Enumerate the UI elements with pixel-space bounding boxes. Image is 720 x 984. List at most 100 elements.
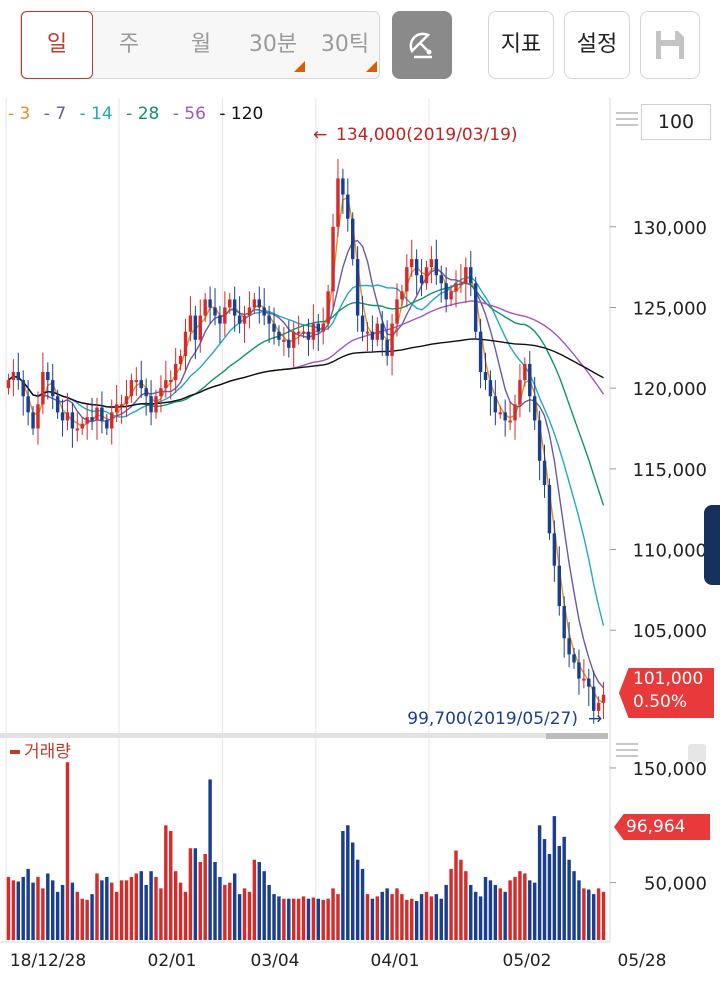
volume-pane-menu-icon[interactable]: [616, 743, 638, 761]
indicator-button[interactable]: 지표: [488, 11, 554, 79]
candle-body: [434, 259, 439, 276]
candle-body: [390, 323, 394, 356]
volume-bar: [429, 896, 434, 940]
zoom-input[interactable]: 100: [641, 104, 711, 140]
volume-bar: [100, 880, 104, 940]
candle-body: [395, 299, 399, 324]
candle-body: [414, 259, 419, 276]
candle-body: [129, 380, 134, 397]
ma-legend-28-label: 28: [137, 104, 160, 124]
volume-bar: [60, 884, 65, 940]
candle-body: [159, 388, 163, 397]
candle-body: [26, 396, 30, 413]
candle-body: [75, 428, 80, 431]
candle-body: [444, 283, 448, 300]
stock-chart: 18/12/28 02/01 03/04 04/01 05/02 05/28 130,000…: [0, 98, 707, 971]
candle-body: [365, 331, 370, 334]
candle-body: [139, 380, 143, 389]
tab-daily[interactable]: 일: [21, 11, 93, 79]
candle-body: [601, 694, 606, 703]
volume-bar: [272, 894, 276, 940]
volume-bar: [198, 862, 202, 940]
period-selector: 일 주 월 30분 30틱: [20, 11, 380, 79]
volume-bar: [139, 871, 143, 940]
volume-bar: [547, 853, 552, 940]
candle-body: [178, 355, 183, 364]
settings-button[interactable]: 설정: [564, 11, 630, 79]
current-price-tag: 101,000 0.50%: [619, 668, 714, 718]
ma-legend-120: - 120: [219, 104, 264, 124]
save-button[interactable]: [640, 11, 700, 79]
volume-bar: [537, 825, 542, 940]
candle-body: [547, 484, 552, 534]
candle-body: [424, 267, 429, 284]
volume-bar: [46, 873, 50, 940]
volume-bar: [528, 880, 532, 940]
side-panel-handle[interactable]: [704, 505, 720, 585]
ma-line-28: [8, 282, 605, 506]
horizontal-scrollbar[interactable]: [546, 733, 608, 739]
volume-bar: [469, 884, 473, 940]
volume-bar: [493, 884, 498, 940]
candle-body: [306, 331, 311, 340]
candle-body: [405, 267, 409, 292]
volume-bar: [385, 888, 389, 940]
candle-body: [237, 315, 242, 324]
candle-body: [518, 380, 522, 405]
candle-body: [488, 380, 493, 397]
candle-body: [110, 412, 114, 429]
volume-bar: [400, 894, 404, 940]
candle-body: [183, 331, 188, 356]
candle-body: [375, 323, 380, 340]
volume-bar: [11, 880, 16, 940]
volume-bar: [518, 871, 522, 940]
volume-bar: [532, 882, 537, 940]
price-tick-label: 110,000: [633, 541, 707, 562]
high-annotation-arrow: ←: [313, 125, 327, 145]
volume-bar: [552, 816, 557, 940]
drawing-tool-button[interactable]: [392, 11, 452, 79]
volume-bar: [134, 873, 139, 940]
volume-bar: [483, 876, 488, 940]
tab-monthly[interactable]: 월: [190, 32, 212, 57]
volume-bar: [591, 894, 596, 940]
candle-body: [257, 299, 261, 308]
collapse-icon[interactable]: [688, 744, 706, 762]
tab-weekly[interactable]: 주: [118, 32, 140, 57]
volume-bar: [105, 876, 109, 940]
ma-legend-7-label: 7: [55, 104, 67, 124]
volume-bar: [572, 871, 576, 940]
volume-tick-label: 50,000: [644, 874, 707, 895]
candle-body: [557, 565, 561, 606]
pane-separator: [0, 733, 608, 738]
volume-bar: [154, 876, 158, 940]
volume-bar: [257, 862, 261, 940]
price-pane-menu-icon[interactable]: [616, 112, 638, 130]
ma-legend-56: - 56: [172, 104, 206, 124]
high-annotation: 134,000(2019/03/19): [336, 125, 518, 145]
candle-body: [70, 412, 75, 429]
volume-bar: [567, 859, 571, 940]
candle-body: [272, 323, 276, 332]
volume-bar: [85, 899, 89, 940]
volume-bar: [26, 868, 30, 940]
tab-30min[interactable]: 30분: [237, 12, 309, 78]
volume-bar: [316, 898, 321, 940]
volume-bar: [557, 845, 561, 940]
volume-bar: [124, 880, 129, 940]
volume-bar: [267, 884, 271, 940]
volume-bar: [542, 839, 547, 940]
volume-bar: [262, 871, 266, 940]
volume-bar: [159, 888, 163, 940]
volume-bar: [70, 882, 75, 940]
volume-bar: [21, 876, 25, 940]
tab-30tick[interactable]: 30틱: [309, 12, 381, 78]
candle-body: [360, 315, 365, 332]
current-price: 101,000: [633, 669, 704, 689]
candle-body: [144, 388, 148, 397]
candle-body: [380, 323, 384, 340]
candle-body: [493, 396, 498, 413]
volume-bar: [360, 868, 365, 940]
candle-body: [459, 283, 463, 286]
candle-body: [193, 315, 198, 340]
